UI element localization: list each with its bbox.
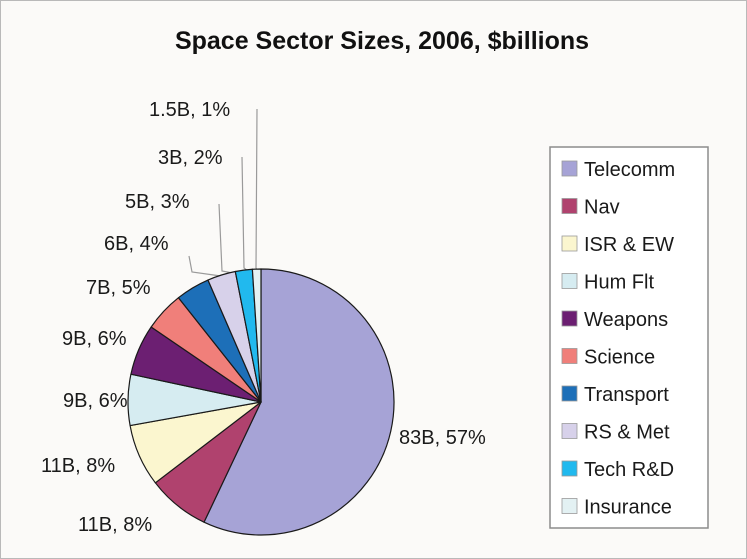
leader-line-tech-randd bbox=[241, 156, 249, 272]
data-label-weapons: 9B, 6% bbox=[62, 328, 127, 350]
data-label-telecomm: 83B, 57% bbox=[399, 427, 486, 449]
legend-swatch-weapons bbox=[561, 310, 578, 327]
legend-swatch-science bbox=[561, 348, 578, 364]
legend-swatch-isr-and-ew bbox=[561, 235, 578, 252]
data-label-transport: 6B, 4% bbox=[104, 233, 169, 255]
legend-items: Telecomm Nav ISR & EW Hum Flt Weapons Science… bbox=[561, 159, 675, 519]
legend-label-telecomm: Telecomm bbox=[584, 159, 675, 181]
data-label-tech-randd: 3B, 2% bbox=[158, 147, 223, 169]
legend-swatch-hum-flt bbox=[561, 273, 578, 289]
leader-line-rs-and-met bbox=[218, 203, 239, 275]
pie-slice-insurance bbox=[251, 268, 262, 403]
data-label-hum-flt: 9B, 6% bbox=[63, 390, 128, 412]
data-label-nav: 11B, 8% bbox=[78, 514, 152, 536]
data-label-insurance: 1.5B, 1% bbox=[149, 99, 230, 121]
legend-swatch-nav bbox=[561, 198, 578, 214]
label-leader-lines bbox=[188, 108, 258, 278]
legend-swatch-rs-and-met bbox=[561, 423, 578, 439]
legend-label-nav: Nav bbox=[584, 197, 620, 219]
chart-title: Space Sector Sizes, 2006, $billions bbox=[175, 27, 589, 55]
legend-swatch-telecomm bbox=[561, 160, 578, 177]
legend-label-tech-randd: Tech R&D bbox=[584, 459, 674, 481]
data-label-science: 7B, 5% bbox=[86, 277, 151, 299]
legend-label-hum-flt: Hum Flt bbox=[584, 272, 654, 294]
data-labels: 83B, 57% 11B, 8% 11B, 8% 9B, 6% 9B, 6% 7B, 5%… bbox=[41, 99, 486, 536]
legend-swatch-transport bbox=[561, 385, 578, 402]
pie-slice-telecomm bbox=[203, 268, 395, 536]
legend-label-rs-and-met: RS & Met bbox=[584, 422, 670, 444]
data-label-isr-and-ew: 11B, 8% bbox=[41, 455, 115, 477]
pie-slices bbox=[127, 268, 395, 536]
data-label-rs-and-met: 5B, 3% bbox=[125, 191, 190, 213]
leader-line-insurance bbox=[255, 108, 258, 271]
legend-label-science: Science bbox=[584, 347, 655, 369]
legend-label-weapons: Weapons bbox=[584, 309, 668, 331]
legend-label-isr-and-ew: ISR & EW bbox=[584, 234, 674, 256]
legend-label-transport: Transport bbox=[584, 384, 669, 406]
legend-swatch-tech-randd bbox=[561, 460, 578, 477]
legend-swatch-insurance bbox=[561, 498, 578, 514]
leader-line-transport bbox=[188, 255, 229, 278]
legend-label-insurance: Insurance bbox=[584, 497, 672, 519]
